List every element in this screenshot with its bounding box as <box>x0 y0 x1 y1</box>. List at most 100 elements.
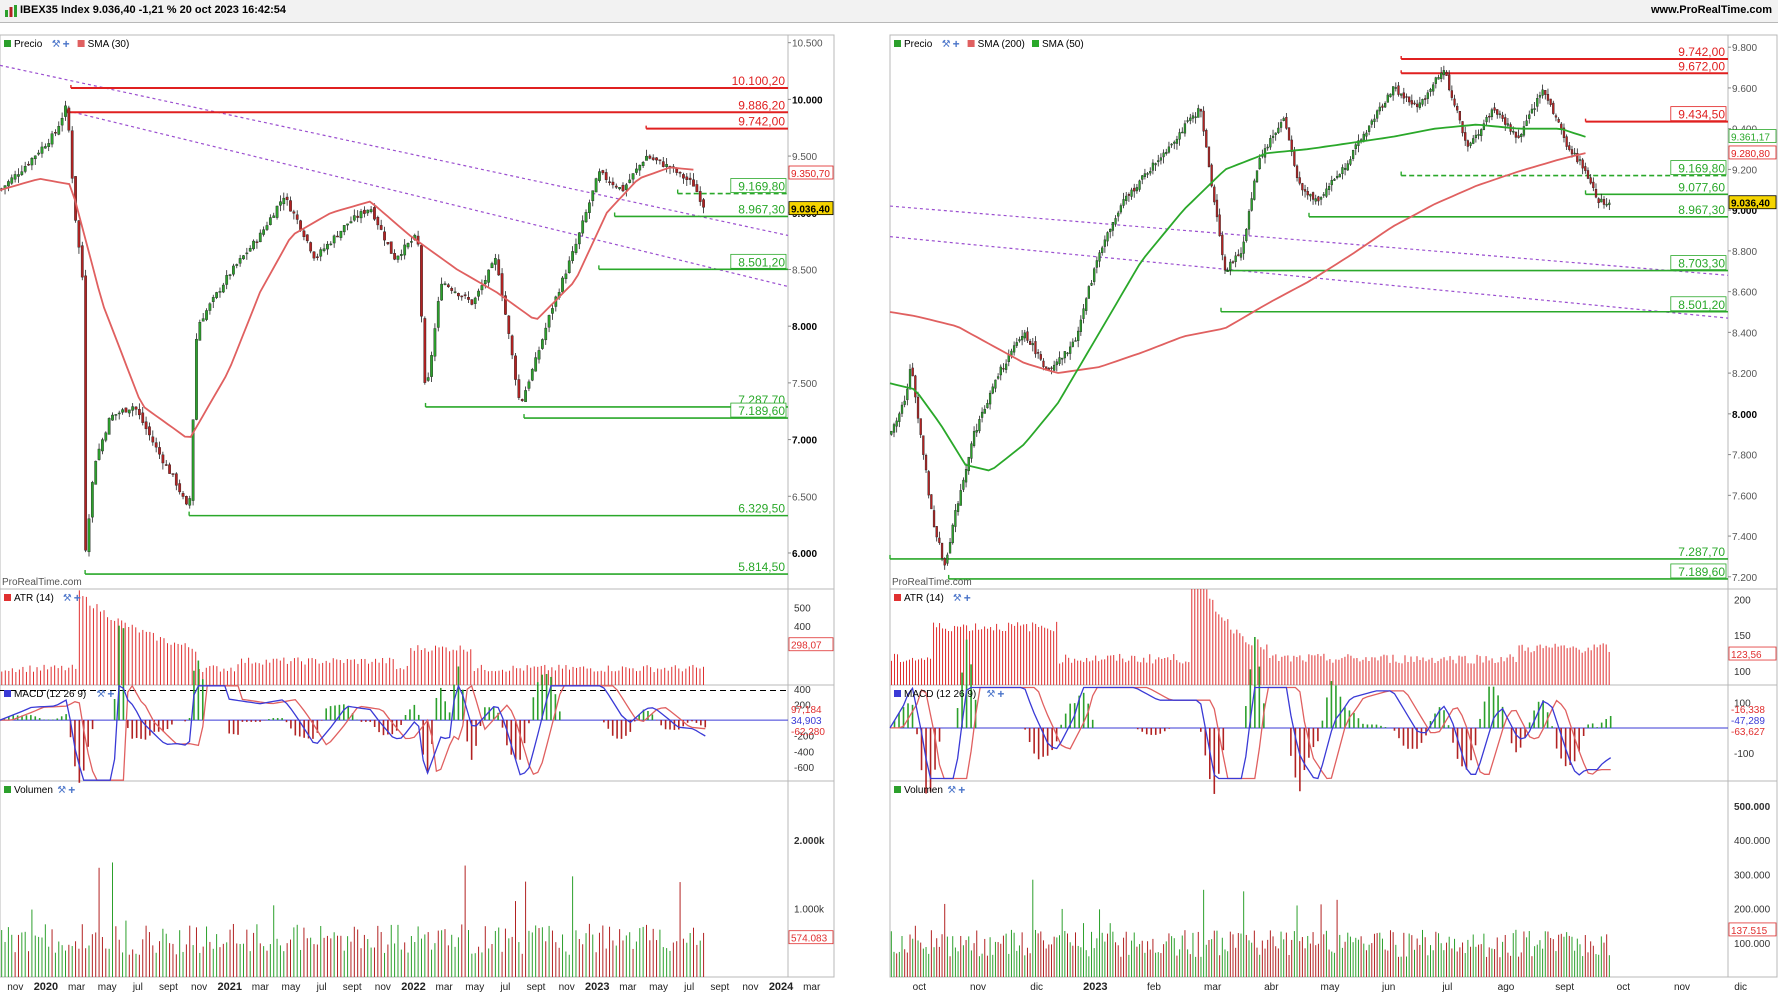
macd-tick-label: 200 <box>794 701 811 712</box>
candle-body <box>346 223 349 226</box>
candle-body <box>692 179 695 187</box>
candle-body <box>7 181 10 187</box>
candle-body <box>943 558 946 566</box>
atr-tick-label: 200 <box>1734 596 1751 607</box>
candle-body <box>898 413 901 422</box>
candle-body <box>389 241 393 254</box>
macd-tick-label: 400 <box>794 685 811 696</box>
x-tick-label: sept <box>343 982 362 993</box>
y-tick-label: 8.500 <box>792 265 817 276</box>
candle-body <box>235 264 239 266</box>
candle-body <box>483 280 487 285</box>
candle-body <box>258 232 262 243</box>
candle-body <box>43 146 47 149</box>
atr-last-box <box>1728 646 1777 661</box>
x-tick-label: nov <box>191 982 207 993</box>
candle-body <box>1028 341 1032 345</box>
candle-body <box>922 435 925 455</box>
x-tick-label: dic <box>1734 982 1747 993</box>
candle-body <box>450 288 454 291</box>
candle-body <box>1242 241 1245 254</box>
candle-body <box>393 253 396 260</box>
candle-body <box>1111 222 1115 231</box>
candle-body <box>1565 136 1568 147</box>
candle-body <box>1309 193 1312 197</box>
candle-body <box>1191 115 1195 119</box>
candle-body <box>1181 131 1184 134</box>
candle-body <box>84 275 88 551</box>
x-tick-label: may <box>282 982 301 993</box>
candle-body <box>1319 197 1323 200</box>
candle-body <box>64 105 67 117</box>
trendline-1 <box>889 236 1729 319</box>
candle-body <box>1050 367 1053 370</box>
candle-body <box>655 157 658 161</box>
candle-body <box>1247 211 1251 230</box>
panel-right: 9.8009.6009.4009.2009.0008.8008.6008.400… <box>889 34 1778 993</box>
candle-body <box>37 152 40 155</box>
price-left-legend-swatch-1 <box>77 40 85 47</box>
candle-body <box>1063 351 1066 359</box>
candle-body <box>938 537 941 543</box>
x-tick-label: mar <box>252 982 270 993</box>
y-tick-label: 7.800 <box>1732 451 1757 462</box>
candle-body <box>329 243 333 246</box>
y-tick-label: 7.600 <box>1732 491 1757 502</box>
x-tick-label: oct <box>1617 982 1631 993</box>
y-tick-label: 9.000 <box>1732 206 1757 217</box>
candle-body <box>211 297 215 302</box>
level-label-1: 9.886,20 <box>738 98 785 112</box>
candle-body <box>352 215 356 221</box>
candle-body <box>292 211 296 214</box>
candle-body <box>1341 167 1344 175</box>
macd-right-legend-label-0: MACD (12 26 9) <box>904 689 976 700</box>
candle-body <box>1253 180 1256 200</box>
candle-body <box>1012 345 1016 353</box>
candle-body <box>1464 132 1467 141</box>
candle-body <box>1488 115 1491 118</box>
vol-tick-label: 100.000 <box>1734 939 1771 950</box>
candle-body <box>1394 87 1397 89</box>
candle-body <box>1133 187 1136 192</box>
y-tick-label: 7.200 <box>1732 573 1757 584</box>
vol-left-legend-swatch-0 <box>4 786 11 793</box>
candle-body <box>551 308 554 314</box>
candle-body <box>1520 134 1523 138</box>
candle-body <box>685 176 689 180</box>
candle-body <box>561 277 564 293</box>
candle-body <box>1533 108 1536 110</box>
level-label-2: 9.434,50 <box>1678 108 1725 122</box>
candle-body <box>547 315 551 328</box>
candle-body <box>265 225 269 230</box>
x-tick-label: 2023 <box>1083 981 1107 993</box>
title-bar: IBEX35 Index 9.036,40 -1,21 % 20 oct 202… <box>0 0 1778 23</box>
candle-body <box>379 225 383 230</box>
candle-body <box>30 157 34 166</box>
candle-body <box>930 494 933 510</box>
candle-body <box>1349 159 1352 165</box>
chart-area[interactable]: 10.500 10.000 9.500 9.000 8.500 8.000 7.500 7.0… <box>0 23 1778 1000</box>
candle-body <box>1287 127 1291 141</box>
candle-body <box>151 436 155 443</box>
candle-body <box>1303 189 1307 192</box>
candle-body <box>1498 113 1502 115</box>
candle-body <box>1213 186 1216 203</box>
candle-body <box>1074 340 1077 342</box>
candle-body <box>309 242 313 252</box>
atr-left-legend-label-0: ATR (14) <box>14 593 54 604</box>
macd-left-wrench-icon-0: ⚒ <box>96 689 105 700</box>
x-tick-label: ago <box>1498 982 1515 993</box>
site-url[interactable]: www.ProRealTime.com <box>1650 4 1772 16</box>
candle-body <box>1015 342 1018 346</box>
candle-body <box>1357 140 1360 147</box>
level-box-3 <box>730 178 787 193</box>
candle-body <box>302 230 306 237</box>
candle-body <box>1546 94 1550 101</box>
vol-left-legend-label-0: Volumen <box>14 785 53 796</box>
candle-body <box>1482 123 1486 130</box>
price-right-add-icon-0: + <box>953 37 960 51</box>
candle-body <box>87 518 91 553</box>
candle-body <box>564 273 568 280</box>
candle-body <box>1426 92 1429 99</box>
candle-body <box>131 406 135 411</box>
